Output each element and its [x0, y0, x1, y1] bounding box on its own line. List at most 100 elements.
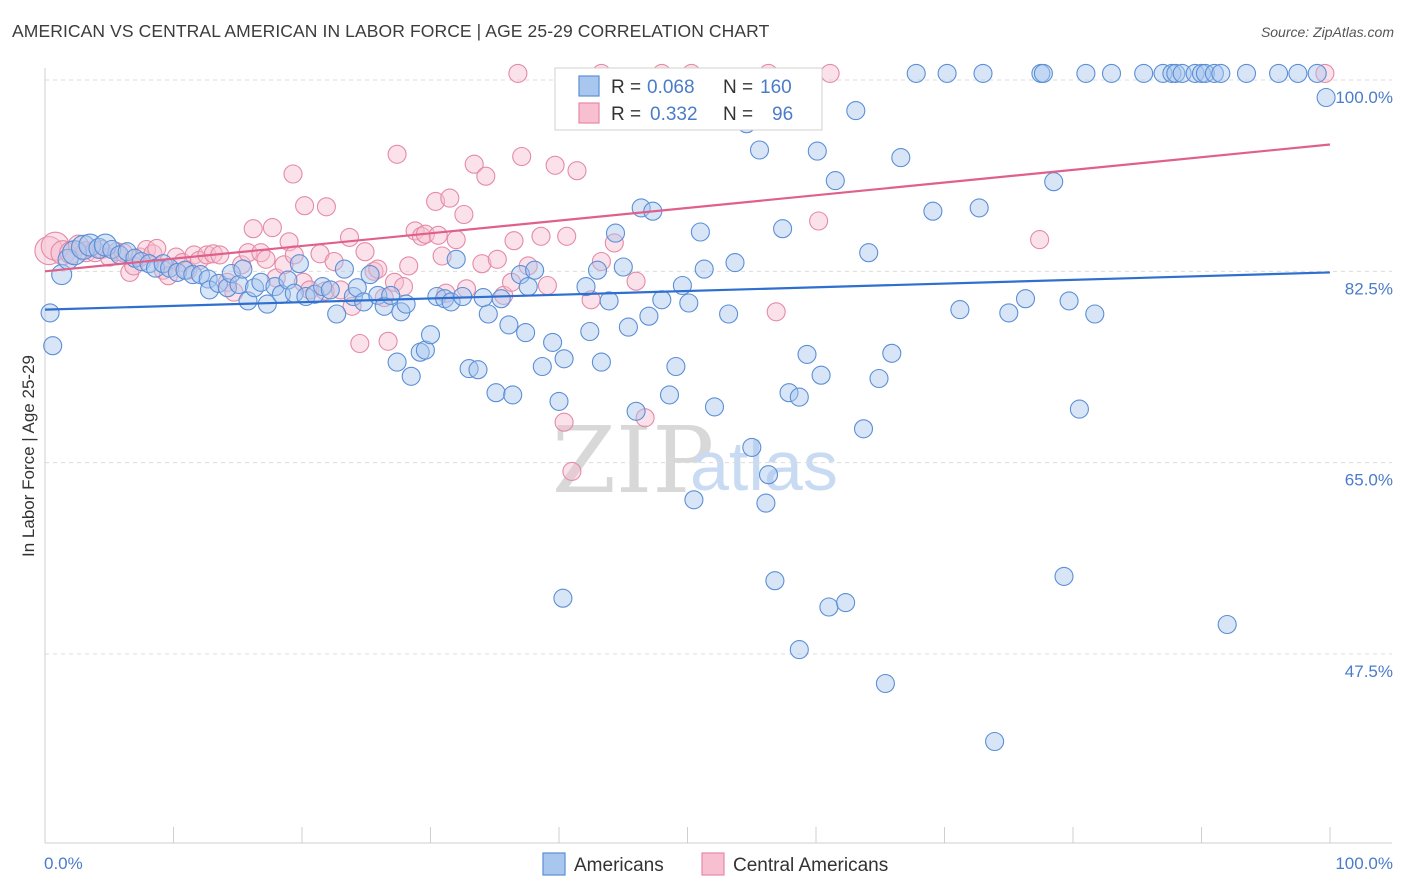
americans-point-127 — [923, 201, 943, 221]
americans-point-120 — [853, 419, 874, 439]
americans-point-138 — [1054, 566, 1074, 586]
americans-point-40 — [313, 277, 333, 297]
americans-point-79 — [553, 588, 573, 608]
central-point-71 — [464, 154, 484, 174]
americans-point-139 — [1059, 291, 1079, 311]
central-point-85 — [567, 161, 587, 181]
americans-point-53 — [396, 294, 416, 314]
americans-point-129 — [950, 300, 970, 320]
americans-point-137 — [1044, 172, 1064, 192]
americans-point-67 — [486, 383, 506, 403]
americans-point-155 — [1269, 63, 1289, 83]
central-point-51 — [355, 242, 375, 262]
americans-point-141 — [1076, 63, 1096, 83]
americans-point-106 — [756, 493, 776, 513]
americans-point-105 — [749, 140, 770, 160]
americans-point-45 — [347, 278, 367, 298]
central-point-84 — [557, 226, 577, 246]
stats-legend: R = 0.068 N = 160 R = 0.332 N = 96 — [554, 67, 823, 131]
central-point-57 — [387, 144, 407, 164]
y-tick-label-1: 82.5% — [1345, 279, 1393, 298]
americans-point-26 — [221, 263, 241, 284]
americans-point-90 — [639, 306, 659, 326]
americans-point-158 — [1316, 87, 1336, 108]
central-point-77 — [504, 231, 524, 251]
legend-central-americans-label: Central Americans — [733, 855, 888, 876]
americans-point-128 — [937, 63, 957, 83]
americans-point-159 — [1217, 614, 1237, 635]
x-tick-label-start: 0.0% — [44, 854, 83, 873]
americans-point-47 — [360, 265, 380, 285]
central-americans-trend-line — [44, 143, 1331, 273]
series-legend: Americans Central Americans — [542, 852, 888, 876]
americans-point-153 — [1211, 63, 1231, 83]
central-point-78 — [512, 146, 532, 167]
americans-point-126 — [906, 63, 926, 83]
americans-point-85 — [605, 223, 626, 243]
central-point-86 — [562, 461, 582, 481]
central-r-value: 0.332 — [650, 104, 698, 125]
americans-point-58 — [427, 286, 447, 307]
americans-point-77 — [549, 391, 569, 411]
central-point-83 — [554, 412, 574, 432]
central-point-67 — [440, 188, 460, 208]
americans-point-142 — [1085, 304, 1105, 324]
central-point-95 — [766, 302, 786, 322]
americans-point-86 — [613, 257, 633, 277]
americans-points — [40, 63, 1336, 752]
central-point-48 — [339, 227, 360, 247]
y-tick-label-2: 65.0% — [1345, 471, 1393, 490]
americans-point-31 — [251, 272, 271, 292]
americans-point-104 — [742, 437, 762, 457]
y-tick-label-0: 100.0% — [1335, 88, 1393, 107]
americans-point-136 — [1033, 63, 1053, 83]
central-point-36 — [274, 255, 294, 275]
americans-point-25 — [217, 278, 238, 298]
americans-point-122 — [869, 368, 889, 389]
americans-point-43 — [334, 259, 354, 279]
americans-point-149 — [1185, 63, 1205, 83]
americans-point-75 — [532, 356, 552, 377]
americans-point-66 — [478, 304, 498, 324]
americans-point-100 — [704, 397, 725, 417]
x-tick-label-end: 100.0% — [1335, 854, 1393, 873]
central-point-100 — [508, 63, 528, 83]
americans-point-116 — [819, 597, 839, 617]
americans-point-147 — [1166, 63, 1186, 83]
americans-point-123 — [875, 673, 895, 694]
central-point-64 — [428, 225, 448, 245]
americans-point-101 — [719, 304, 739, 324]
americans-point-131 — [973, 63, 993, 83]
americans-point-51 — [387, 352, 407, 372]
americans-point-81 — [580, 321, 600, 342]
legend-americans-swatch — [542, 852, 566, 876]
americans-r-label: R = — [611, 77, 641, 98]
americans-point-102 — [725, 253, 745, 273]
americans-point-88 — [626, 401, 646, 421]
americans-point-133 — [999, 303, 1019, 323]
central-point-90 — [626, 271, 646, 291]
americans-point-94 — [666, 356, 686, 377]
americans-point-99 — [694, 259, 714, 279]
americans-point-97 — [684, 490, 704, 510]
americans-point-73 — [518, 277, 538, 297]
central-point-59 — [399, 256, 419, 276]
americans-point-64 — [468, 360, 488, 380]
americans-n-label: N = — [723, 77, 753, 98]
americans-point-87 — [618, 317, 638, 337]
americans-point-115 — [811, 365, 831, 385]
central-point-65 — [432, 246, 452, 266]
central-point-80 — [531, 226, 551, 246]
americans-point-61 — [446, 249, 466, 269]
central-point-69 — [454, 204, 474, 225]
americans-point-5 — [70, 234, 97, 260]
legend-americans-label: Americans — [574, 855, 664, 876]
americans-point-82 — [587, 260, 608, 280]
central-point-72 — [472, 254, 492, 274]
americans-point-114 — [807, 141, 827, 161]
americans-point-83 — [591, 352, 611, 372]
central-point-99 — [1315, 63, 1335, 83]
americans-point-121 — [859, 243, 879, 263]
americans-point-11 — [117, 242, 137, 262]
